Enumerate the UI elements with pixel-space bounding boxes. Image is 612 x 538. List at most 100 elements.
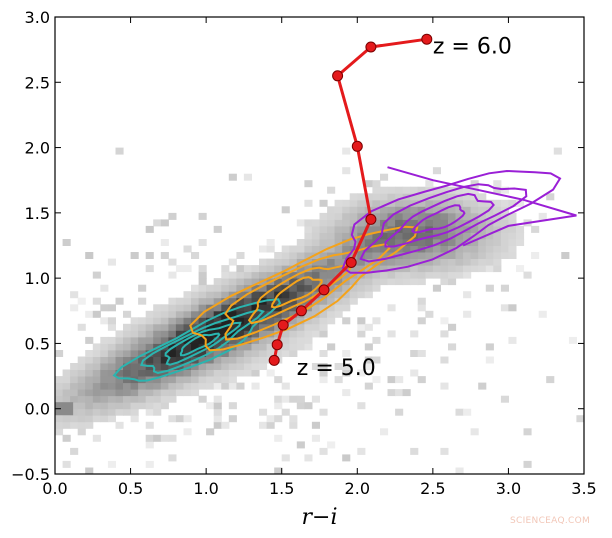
density-bin <box>425 199 434 207</box>
density-bin <box>289 258 298 266</box>
x-tick-label: 0.0 <box>42 479 67 498</box>
density-bin <box>304 310 313 318</box>
density-bin <box>168 376 177 384</box>
density-bin <box>138 330 147 338</box>
density-bin <box>327 317 336 325</box>
density-bin <box>304 278 313 286</box>
density-bin <box>221 382 230 390</box>
density-bin <box>266 291 275 299</box>
density-bin <box>92 382 101 390</box>
density-bin <box>62 369 71 377</box>
density-bin <box>213 343 222 351</box>
density-bin <box>213 291 222 299</box>
density-bin <box>213 350 222 357</box>
density-bin <box>138 369 147 377</box>
density-bin <box>130 252 139 259</box>
density-bin <box>395 212 404 220</box>
density-bin <box>153 323 162 331</box>
density-bin <box>410 239 419 246</box>
density-bin <box>107 402 116 410</box>
density-bin <box>357 258 366 266</box>
density-bin <box>334 291 343 299</box>
density-bin <box>296 265 305 273</box>
density-bin <box>387 278 396 286</box>
density-bin <box>493 206 502 214</box>
density-bin <box>55 389 64 397</box>
density-bin <box>478 206 487 214</box>
density-bin <box>357 369 366 377</box>
density-bin <box>198 317 207 325</box>
density-bin <box>145 395 154 403</box>
density-bin <box>349 199 358 207</box>
density-bin <box>100 343 109 351</box>
density-bin <box>395 258 404 266</box>
density-bin <box>380 239 389 246</box>
density-bin <box>236 363 245 370</box>
density-bin <box>228 271 237 279</box>
density-bin <box>349 239 358 246</box>
density-bin <box>85 467 94 474</box>
density-bin <box>281 252 290 259</box>
density-bin <box>357 278 366 286</box>
density-bin <box>357 212 366 220</box>
density-bin <box>357 330 366 338</box>
density-bin <box>145 336 154 344</box>
density-bin <box>485 356 494 364</box>
density-bin <box>175 382 184 390</box>
density-bin <box>561 252 570 259</box>
density-bin <box>372 356 381 364</box>
density-bin <box>191 252 200 259</box>
density-bin <box>100 376 109 384</box>
density-bin <box>493 232 502 240</box>
density-bin <box>77 428 86 436</box>
density-bin <box>168 317 177 325</box>
density-bin <box>311 434 320 442</box>
density-bin <box>440 245 449 253</box>
density-bin <box>251 343 260 351</box>
density-bin <box>206 369 215 377</box>
density-bin <box>311 239 320 246</box>
density-bin <box>478 232 487 240</box>
density-bin <box>175 304 184 312</box>
density-bin <box>357 265 366 273</box>
density-bin <box>274 258 283 266</box>
density-bin <box>387 330 396 338</box>
track-point <box>351 140 363 152</box>
density-bin <box>417 199 426 207</box>
density-bin <box>349 291 358 299</box>
density-bin <box>160 310 169 318</box>
density-bin <box>221 323 230 331</box>
density-bin <box>304 297 313 305</box>
density-bin <box>463 232 472 240</box>
density-bin <box>92 434 101 442</box>
density-bin <box>440 258 449 266</box>
density-bin <box>236 291 245 299</box>
density-bin <box>198 239 207 246</box>
density-bin <box>168 212 177 220</box>
density-bin <box>395 376 404 384</box>
density-bin <box>92 376 101 384</box>
density-bin <box>455 265 464 273</box>
density-bin <box>311 363 320 370</box>
density-bin <box>183 415 192 423</box>
density-bin <box>380 206 389 214</box>
density-bin <box>243 356 252 364</box>
contour-line <box>189 225 419 352</box>
density-bin <box>432 252 441 259</box>
density-bin <box>77 421 86 429</box>
density-bin <box>304 219 313 227</box>
density-bin <box>100 356 109 364</box>
y-tick-label: 2.5 <box>25 73 50 92</box>
density-bin <box>296 239 305 246</box>
density-bin <box>266 415 275 423</box>
redshift-annotation: z = 5.0 <box>297 356 376 381</box>
density-bin <box>425 258 434 266</box>
density-bin <box>236 265 245 273</box>
density-bin <box>123 356 132 364</box>
density-bin <box>410 186 419 194</box>
density-bin <box>470 225 479 233</box>
density-bin <box>115 382 124 390</box>
density-bin <box>395 199 404 207</box>
density-bin <box>243 317 252 325</box>
density-bin <box>100 369 109 377</box>
